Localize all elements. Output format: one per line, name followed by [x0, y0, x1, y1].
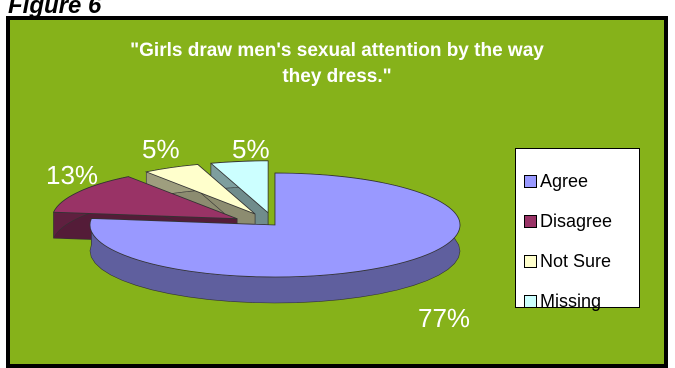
legend-label-disagree: Disagree	[540, 210, 613, 231]
legend-item-missing: Missing	[524, 281, 639, 321]
chart-title-line-1: "Girls draw men's sexual attention by th…	[130, 40, 544, 61]
chart-area: "Girls draw men's sexual attention by th…	[10, 20, 664, 364]
slice-top-not-sure	[144, 164, 256, 215]
legend-label-agree: Agree	[540, 170, 589, 191]
legend: Agree Disagree Not Sure Missing	[515, 148, 640, 311]
chart-title-line-2: they dress."	[282, 66, 392, 87]
legend-label-not-sure: Not Sure	[540, 250, 612, 271]
data-label-not-sure: 5%	[142, 134, 180, 164]
legend-item-disagree: Disagree	[524, 201, 639, 241]
legend-item-agree: Agree	[524, 161, 639, 201]
legend-swatch-disagree	[524, 214, 537, 228]
legend-swatch-not-sure	[524, 254, 537, 268]
legend-swatch-agree	[524, 174, 537, 188]
figure-label: Figure 6	[8, 0, 102, 19]
data-label-agree: 77%	[418, 303, 471, 333]
chart-frame: "Girls draw men's sexual attention by th…	[6, 16, 668, 368]
slice-top-disagree	[52, 176, 238, 220]
slice-top-agree	[89, 172, 461, 278]
pie-chart	[52, 160, 461, 304]
data-label-missing: 5%	[232, 134, 270, 164]
legend-item-not-sure: Not Sure	[524, 241, 639, 281]
legend-label-missing: Missing	[540, 290, 602, 311]
legend-swatch-missing	[524, 294, 537, 308]
slice-top-missing	[209, 160, 269, 214]
chart-title: "Girls draw men's sexual attention by th…	[10, 38, 664, 90]
data-label-disagree: 13%	[46, 160, 99, 190]
